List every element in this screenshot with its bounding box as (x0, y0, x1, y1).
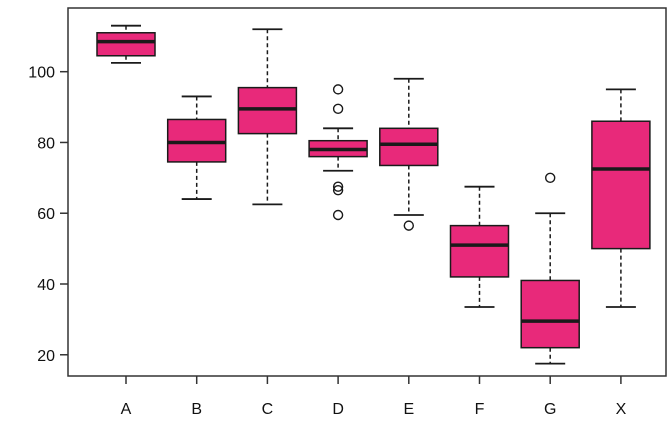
outlier-point (332, 181, 344, 192)
x-tick-label: A (121, 401, 132, 418)
box-group-c (237, 28, 298, 206)
y-tick-label: 20 (37, 348, 55, 365)
plot-frame (67, 7, 667, 377)
outlier-point (332, 84, 344, 95)
x-tick-label: D (332, 401, 344, 418)
iqr-box (237, 86, 298, 135)
iqr-box (166, 118, 227, 163)
x-tick-label: B (191, 401, 202, 418)
iqr-box (379, 127, 439, 167)
x-tick-label: C (262, 401, 274, 418)
box-group-d (308, 84, 368, 221)
outlier-point (403, 220, 414, 231)
outlier-point (332, 185, 344, 196)
outlier-point (332, 103, 344, 115)
box-group-e (379, 77, 439, 231)
box-group-g (520, 172, 580, 365)
plot-border (67, 7, 667, 377)
y-axis: 20 40 60 80 100 (28, 65, 68, 365)
y-tick-label: 40 (37, 277, 55, 294)
y-tick-label: 100 (28, 65, 55, 82)
y-tick-label: 60 (37, 206, 55, 223)
x-tick-label: G (544, 401, 556, 418)
x-tick-label: E (403, 401, 414, 418)
outlier-point (332, 209, 344, 221)
x-tick-label: X (616, 401, 627, 418)
iqr-box (449, 224, 510, 278)
iqr-box (591, 120, 651, 250)
boxes-layer (96, 24, 651, 365)
x-tick-label: F (475, 401, 485, 418)
box-group-f (449, 185, 510, 308)
box-group-x (591, 88, 651, 308)
outlier-point (545, 172, 556, 184)
box-group-b (166, 95, 227, 200)
iqr-box (96, 32, 156, 57)
box-group-a (96, 24, 156, 64)
y-tick-label: 80 (37, 135, 55, 152)
iqr-box (520, 279, 580, 349)
